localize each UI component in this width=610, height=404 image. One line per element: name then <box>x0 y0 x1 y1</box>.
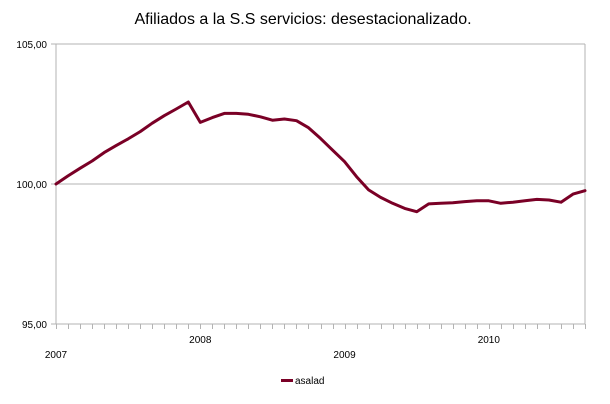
x-axis-ticks: 2007 2008 2009 2010 <box>45 324 586 361</box>
chart-title: Afiliados a la S.S servicios: desestacio… <box>134 11 471 28</box>
legend-label: asalad <box>295 376 324 387</box>
x-tick-label: 2007 <box>45 350 68 361</box>
x-tick-label: 2009 <box>333 350 356 361</box>
series-group <box>54 100 587 214</box>
legend: asalad <box>281 376 324 387</box>
y-tick-label: 105,00 <box>16 40 47 51</box>
gridlines <box>56 43 585 325</box>
x-tick-label: 2010 <box>478 335 501 346</box>
y-axis-ticks: 95,00 100,00 105,00 <box>16 40 56 331</box>
x-tick-label: 2008 <box>189 335 212 346</box>
y-tick-label: 95,00 <box>22 320 47 331</box>
series-line-asalad <box>54 100 587 214</box>
legend-swatch <box>281 379 293 382</box>
y-tick-label: 100,00 <box>16 180 47 191</box>
